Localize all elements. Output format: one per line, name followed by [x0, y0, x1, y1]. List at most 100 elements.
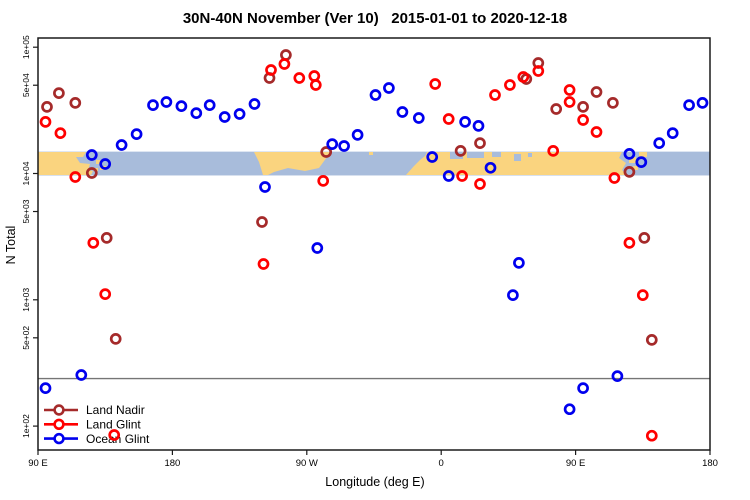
- data-point: [265, 64, 277, 76]
- y-tick-label: 1e+04: [21, 161, 31, 185]
- data-point: [412, 112, 425, 124]
- data-point: [308, 70, 321, 82]
- data-point: [53, 87, 65, 99]
- data-point: [611, 370, 624, 382]
- data-point: [175, 100, 188, 112]
- data-point: [636, 289, 649, 301]
- data-point: [645, 429, 658, 442]
- legend-item: Land Glint: [44, 418, 141, 432]
- data-point: [577, 114, 589, 126]
- data-point: [474, 137, 486, 149]
- data-point: [320, 146, 333, 158]
- data-point: [203, 99, 216, 111]
- data-point: [326, 138, 339, 150]
- map-sea: [514, 154, 521, 161]
- data-point: [653, 137, 666, 149]
- data-point: [456, 170, 468, 182]
- x-tick-label: 90 E: [566, 458, 586, 469]
- data-point: [309, 79, 322, 91]
- data-point: [218, 111, 231, 123]
- data-point: [75, 369, 88, 381]
- data-point: [513, 257, 525, 269]
- map-sea: [450, 152, 463, 159]
- data-point: [607, 97, 619, 109]
- data-point: [442, 170, 455, 182]
- y-tick-label: 5e+02: [21, 326, 31, 350]
- map-island: [369, 152, 373, 155]
- chart-title: 30N-40N November (Ver 10) 2015-01-01 to …: [182, 10, 568, 27]
- data-point: [293, 72, 306, 84]
- data-point: [256, 216, 268, 228]
- data-point: [109, 333, 122, 345]
- data-point: [623, 148, 636, 160]
- y-tick-label: 5e+04: [21, 73, 31, 97]
- plot-border: [37, 37, 711, 451]
- legend-marker: [53, 432, 65, 445]
- data-point: [635, 156, 648, 168]
- x-tick-label: 180: [702, 458, 718, 469]
- data-point: [666, 127, 679, 139]
- data-point: [623, 237, 636, 249]
- data-point: [383, 82, 395, 94]
- data-point: [100, 232, 113, 244]
- x-tick-label: 180: [164, 458, 180, 469]
- data-point: [147, 99, 159, 111]
- data-point: [41, 101, 53, 113]
- y-tick-label: 1e+02: [21, 414, 31, 438]
- data-point: [563, 96, 576, 108]
- data-point: [248, 98, 261, 110]
- data-point: [645, 334, 658, 346]
- data-point: [85, 149, 98, 161]
- data-point: [39, 382, 52, 394]
- data-point: [278, 58, 291, 70]
- data-point: [54, 127, 67, 139]
- data-point: [108, 429, 121, 441]
- data-point: [484, 161, 497, 174]
- data-point: [69, 97, 82, 109]
- series-land-nadir: [41, 49, 658, 346]
- data-point: [517, 71, 530, 83]
- data-point: [259, 181, 271, 193]
- data-point: [317, 175, 330, 187]
- data-point: [257, 258, 270, 270]
- data-point: [507, 289, 519, 301]
- data-point: [577, 101, 589, 113]
- map-island: [633, 166, 638, 170]
- data-point: [563, 84, 576, 96]
- data-point: [590, 86, 603, 98]
- data-point: [130, 128, 143, 140]
- data-point: [311, 242, 324, 254]
- data-point: [489, 89, 501, 101]
- data-point: [474, 178, 486, 190]
- data-point: [99, 158, 112, 170]
- map-island: [629, 157, 636, 163]
- data-point: [338, 140, 350, 152]
- data-point: [550, 103, 563, 115]
- map-land: [38, 152, 93, 175]
- data-point: [39, 116, 52, 128]
- data-point: [563, 403, 576, 416]
- x-tick-label: 90 E: [28, 458, 48, 469]
- data-point: [190, 107, 203, 119]
- map-island: [639, 152, 647, 157]
- data-point: [504, 79, 516, 91]
- data-point: [369, 89, 382, 101]
- data-point: [608, 172, 621, 184]
- data-point: [454, 145, 467, 157]
- map-sea: [528, 153, 532, 157]
- data-point: [99, 288, 112, 300]
- data-point: [233, 108, 246, 120]
- x-axis-label: Longitude (deg E): [325, 475, 425, 489]
- data-point: [623, 166, 636, 178]
- data-point: [683, 99, 695, 111]
- x-tick-label: 90 W: [296, 458, 318, 469]
- data-point: [577, 382, 589, 394]
- data-point: [532, 65, 545, 77]
- data-point: [638, 232, 651, 244]
- data-point: [472, 120, 485, 132]
- data-point: [351, 129, 364, 141]
- data-point: [280, 49, 292, 61]
- data-point: [115, 139, 128, 151]
- map-band: [38, 151, 710, 176]
